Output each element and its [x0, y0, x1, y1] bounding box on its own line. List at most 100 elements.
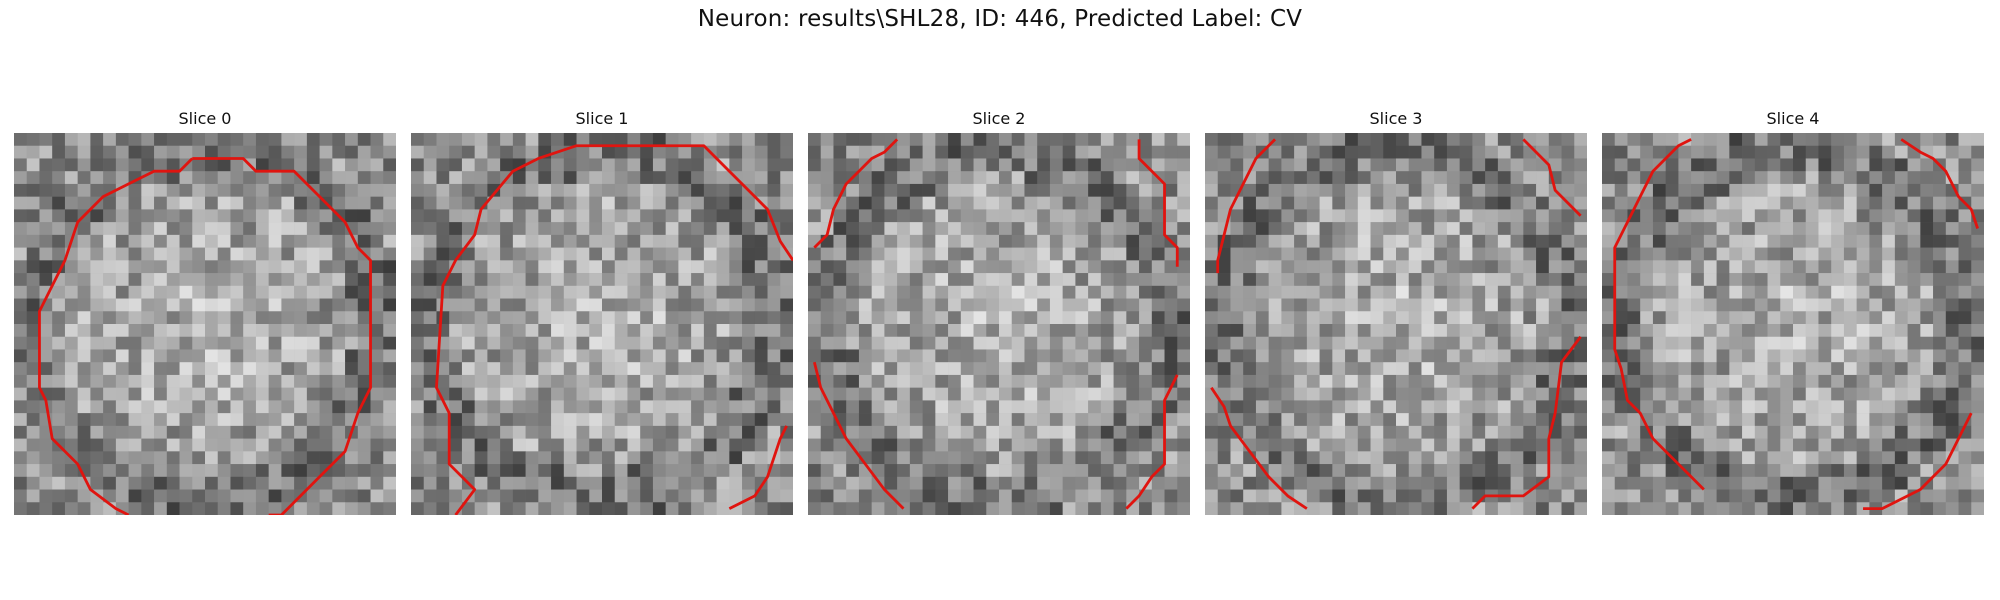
pixel — [103, 145, 117, 159]
pixel — [217, 476, 231, 490]
pixel — [678, 234, 692, 248]
pixel — [1780, 349, 1794, 363]
pixel — [1907, 183, 1921, 197]
pixel — [1716, 234, 1730, 248]
pixel — [833, 324, 847, 337]
pixel — [1665, 362, 1679, 376]
pixel — [1907, 196, 1921, 210]
pixel — [754, 145, 768, 159]
pixel — [243, 336, 257, 350]
pixel — [1230, 400, 1244, 414]
pixel — [665, 260, 679, 274]
pixel — [922, 438, 936, 452]
pixel — [306, 285, 320, 299]
pixel — [1243, 145, 1257, 159]
pixel — [26, 425, 40, 439]
pixel — [1396, 222, 1409, 236]
pixel — [614, 311, 628, 325]
pixel — [64, 489, 78, 503]
pixel — [1088, 413, 1102, 427]
pixel — [1383, 324, 1397, 337]
pixel — [1742, 209, 1756, 223]
pixel — [833, 374, 847, 388]
pixel — [1357, 362, 1371, 376]
pixel — [411, 464, 424, 478]
pixel — [512, 438, 526, 452]
pixel — [1205, 362, 1218, 376]
pixel — [960, 298, 974, 312]
pixel — [897, 285, 911, 299]
pixel — [1831, 425, 1845, 439]
pixel — [500, 247, 514, 261]
pixel — [1294, 362, 1308, 376]
pixel — [1062, 311, 1076, 325]
pixel — [1306, 260, 1320, 274]
pixel — [1088, 489, 1102, 503]
pixel — [436, 234, 450, 248]
pixel — [319, 374, 333, 388]
pixel — [1217, 464, 1231, 478]
pixel — [128, 222, 142, 236]
pixel — [1574, 425, 1587, 439]
pixel — [205, 413, 218, 427]
pixel — [999, 374, 1012, 388]
pixel — [217, 464, 231, 478]
pixel — [1421, 273, 1435, 287]
pixel — [1408, 158, 1422, 172]
pixel — [332, 234, 346, 248]
pixel — [525, 387, 539, 401]
pixel — [1177, 349, 1190, 363]
pixel — [922, 349, 936, 363]
pixel — [871, 196, 885, 210]
pixel — [871, 489, 885, 503]
pixel — [500, 400, 514, 414]
pixel — [1243, 502, 1257, 515]
pixel — [64, 400, 78, 414]
pixel — [1754, 133, 1768, 146]
pixel — [1843, 349, 1857, 363]
pixel — [999, 425, 1012, 439]
pixel — [833, 285, 847, 299]
pixel — [973, 476, 987, 490]
pixel — [703, 133, 717, 146]
pixel — [973, 464, 987, 478]
pixel — [179, 362, 193, 376]
pixel — [370, 209, 384, 223]
pixel — [1640, 336, 1654, 350]
pixel — [1434, 285, 1448, 299]
pixel — [1100, 298, 1114, 312]
pixel — [115, 247, 129, 261]
pixel — [1536, 451, 1550, 465]
pixel — [846, 489, 860, 503]
pixel — [1602, 247, 1615, 261]
pixel — [487, 464, 501, 478]
pixel — [1716, 349, 1730, 363]
pixel — [357, 158, 371, 172]
pixel — [703, 222, 717, 236]
pixel — [576, 158, 590, 172]
pixel — [90, 400, 104, 414]
pixel — [1894, 349, 1908, 363]
pixel — [1485, 311, 1499, 325]
pixel — [319, 362, 333, 376]
pixel — [1255, 324, 1269, 337]
pixel — [1933, 209, 1947, 223]
pixel — [780, 413, 793, 427]
pixel — [1024, 234, 1038, 248]
pixel — [52, 476, 66, 490]
pixel — [192, 451, 206, 465]
pixel — [411, 387, 424, 401]
pixel — [1421, 387, 1435, 401]
pixel — [627, 222, 641, 236]
pixel — [909, 260, 923, 274]
pixel — [1268, 145, 1282, 159]
pixel — [1856, 362, 1870, 376]
pixel — [538, 502, 552, 515]
pixel — [1703, 171, 1717, 185]
pixel — [986, 425, 1000, 439]
pixel — [820, 425, 834, 439]
pixel — [192, 374, 206, 388]
pixel — [1742, 298, 1756, 312]
pixel — [90, 285, 104, 299]
pixel — [39, 247, 53, 261]
